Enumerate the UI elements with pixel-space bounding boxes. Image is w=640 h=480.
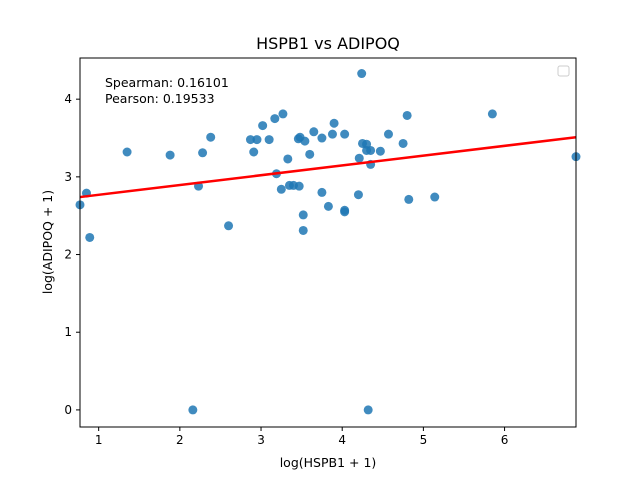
data-point <box>354 153 364 163</box>
x-axis-label: log(HSPB1 + 1) <box>280 455 377 470</box>
data-point <box>276 184 286 194</box>
y-tick-label: 3 <box>64 170 72 184</box>
data-point <box>402 110 412 120</box>
data-point <box>188 405 198 415</box>
data-point <box>85 232 95 242</box>
data-point <box>317 187 327 197</box>
data-point <box>165 150 175 160</box>
regression-line <box>79 135 577 199</box>
data-point <box>206 132 216 142</box>
y-tick-label: 1 <box>64 325 72 339</box>
data-point <box>340 129 350 139</box>
data-point <box>305 149 315 159</box>
data-point <box>353 190 363 200</box>
data-point <box>317 133 327 143</box>
pearson-annotation: Pearson: 0.19533 <box>105 91 215 106</box>
spearman-annotation: Spearman: 0.16101 <box>105 75 229 90</box>
data-point <box>487 109 497 119</box>
y-tick-label: 4 <box>64 92 72 106</box>
data-point <box>357 69 367 79</box>
data-point <box>309 127 319 137</box>
data-point <box>264 135 274 145</box>
data-point <box>383 129 393 139</box>
data-point <box>252 135 262 145</box>
plot-area-frame <box>79 57 577 428</box>
x-axis-ticks: 1 2 3 4 5 6 <box>95 427 509 447</box>
data-point <box>430 192 440 202</box>
x-tick-label: 5 <box>420 433 428 447</box>
data-point <box>404 194 414 204</box>
y-axis-ticks: 0 1 2 3 4 <box>64 92 80 417</box>
chart-title: HSPB1 vs ADIPOQ <box>256 34 400 53</box>
y-tick-label: 0 <box>64 403 72 417</box>
y-axis-label: log(ADIPOQ + 1) <box>40 190 55 294</box>
data-layer <box>75 69 581 415</box>
data-point <box>270 114 280 124</box>
data-point <box>224 221 234 231</box>
data-point <box>298 210 308 220</box>
data-point <box>258 121 268 131</box>
data-point <box>278 109 288 119</box>
x-tick-label: 3 <box>257 433 265 447</box>
data-point <box>363 405 373 415</box>
data-point <box>294 181 304 191</box>
data-point <box>366 145 376 155</box>
data-point <box>323 201 333 211</box>
data-point <box>327 129 337 139</box>
y-tick-label: 2 <box>64 248 72 262</box>
data-point <box>340 205 350 215</box>
x-tick-label: 1 <box>95 433 103 447</box>
data-point <box>245 135 255 145</box>
data-point <box>249 147 259 157</box>
legend-box <box>557 65 570 77</box>
data-point <box>329 118 339 128</box>
data-point <box>375 146 385 156</box>
data-point <box>283 154 293 164</box>
data-point <box>198 148 208 158</box>
data-point <box>300 136 310 146</box>
x-tick-label: 4 <box>338 433 346 447</box>
data-point <box>398 138 408 148</box>
x-tick-label: 2 <box>176 433 184 447</box>
data-point <box>122 147 132 157</box>
data-point <box>298 225 308 235</box>
x-tick-label: 6 <box>501 433 509 447</box>
